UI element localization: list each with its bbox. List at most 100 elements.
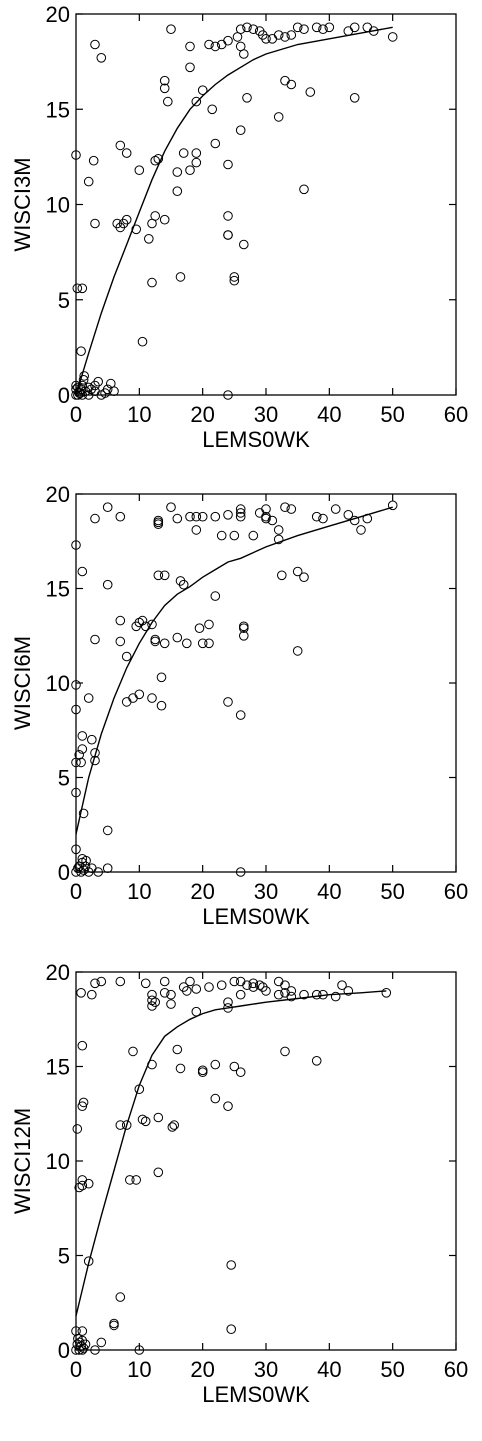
data-point [210,138,221,149]
data-point [93,867,103,877]
y-axis-title: WISCI6M [10,636,35,730]
data-point [140,621,151,632]
data-point [277,570,287,581]
data-point [191,96,202,107]
data-point [147,693,157,703]
x-tick-label: 30 [254,879,278,904]
data-point [93,376,103,387]
data-point [172,1044,183,1055]
data-point [71,787,81,798]
data-point [77,1175,88,1185]
data-point [172,632,183,643]
data-point [324,22,335,33]
data-point [134,165,145,175]
data-point [242,22,252,33]
data-point [235,710,246,720]
data-point [109,1318,119,1329]
data-point [197,1067,208,1077]
fit-line [75,506,393,835]
x-tick-label: 40 [317,402,341,427]
data-point [349,515,360,526]
data-point [150,211,160,221]
y-tick-label: 10 [46,193,70,218]
data-point [156,672,167,683]
data-point [109,386,119,397]
data-point [292,22,303,33]
x-tick-label: 60 [444,879,468,904]
data-point [83,1256,94,1266]
data-point [140,1116,151,1127]
data-point [134,1084,145,1094]
data-point [261,504,271,514]
data-point [235,125,246,135]
data-point [216,980,227,991]
data-point [73,390,83,400]
data-point [102,579,113,590]
x-tick-label: 50 [380,402,404,427]
data-point [223,390,233,400]
data-point [86,384,96,395]
data-point [273,989,284,1000]
data-point [83,176,94,187]
data-point [90,978,100,989]
data-point [185,165,195,175]
data-point [77,566,88,577]
data-point [235,24,246,35]
data-point [159,214,170,225]
data-point [134,689,145,700]
y-tick-label: 10 [46,1149,70,1174]
data-point [311,511,322,522]
data-point [76,384,86,395]
data-point [286,986,297,996]
data-point [261,986,271,996]
x-tick-label: 40 [317,1357,341,1382]
data-point [77,1326,88,1336]
data-point [239,49,249,59]
data-point [280,502,290,513]
data-point [197,85,208,95]
data-point [172,167,183,177]
data-point [223,211,233,221]
data-point [185,976,195,987]
data-point [239,623,249,634]
data-point [102,502,113,513]
data-point [267,34,278,44]
data-point [137,1114,148,1125]
data-point [115,140,126,151]
x-tick-label: 0 [70,1357,82,1382]
data-point [150,636,160,647]
data-point [90,39,100,50]
y-axis-title: WISCI12M [10,1108,35,1214]
data-point [261,34,271,44]
data-point [223,997,233,1008]
data-point [90,748,100,758]
data-point [121,651,132,662]
data-point [235,508,246,518]
data-point [78,375,89,385]
data-point [76,988,86,998]
x-tick-label: 50 [380,879,404,904]
data-point [131,1175,141,1185]
data-point [90,513,100,524]
data-point [286,30,297,40]
data-point [128,1046,138,1057]
data-point [118,218,129,229]
data-point [147,1059,157,1070]
data-point [318,24,328,35]
data-point [125,1175,135,1185]
data-point [90,634,100,645]
data-point [153,519,164,530]
data-point [235,867,246,877]
data-point [77,1101,88,1111]
data-point [77,1180,88,1191]
data-point [83,693,94,703]
data-point [102,863,113,874]
data-point [387,500,398,511]
data-point [178,148,189,158]
data-point [115,1120,126,1130]
data-point [280,32,290,42]
plot-frame [75,13,457,396]
data-point [191,984,202,994]
data-point [153,154,164,164]
